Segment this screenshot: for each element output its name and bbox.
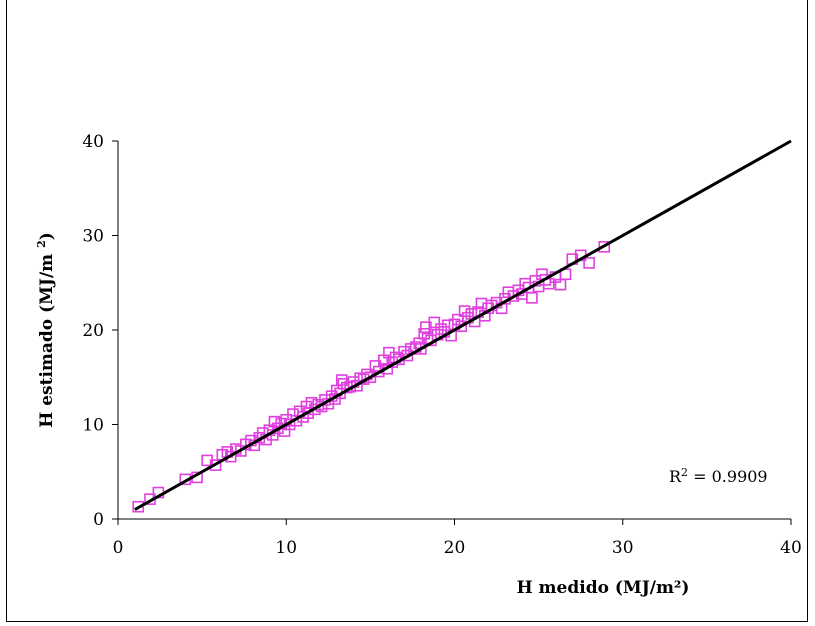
data-point: [526, 292, 538, 304]
y-tick-label: 10: [82, 416, 104, 436]
x-axis-title: H medido (MJ/m²): [517, 578, 690, 598]
x-tick-label: 20: [444, 538, 466, 558]
x-tick-label: 10: [275, 538, 297, 558]
plot-marks: [132, 139, 792, 513]
x-tick-label: 40: [780, 538, 802, 558]
trend-line: [134, 139, 792, 511]
data-point: [428, 316, 441, 329]
y-tick-label: 20: [82, 321, 104, 341]
tick-labels: 0 10 20 30 40 0 10 20 30 40: [82, 132, 801, 558]
data-point: [598, 241, 611, 253]
data-point: [268, 415, 281, 428]
r-squared-value: = 0.9909: [688, 467, 768, 486]
y-axis-title-sup: 2: [35, 240, 48, 248]
data-point: [132, 500, 144, 513]
r-squared-prefix: R: [669, 467, 682, 486]
x-tick-label: 30: [612, 538, 634, 558]
r-squared-sup: 2: [681, 466, 688, 479]
data-point: [372, 365, 385, 378]
data-point: [583, 257, 595, 269]
scatter-chart: 0 10 20 30 40 0 10 20 30 40 H medido (MJ/m²) H es…: [35, 132, 802, 598]
y-axis-title-main: H estimado (MJ/m: [37, 248, 57, 428]
x-tick-label: 0: [113, 538, 124, 558]
data-point: [458, 305, 471, 317]
data-point: [455, 320, 468, 333]
r-squared-label: R2 = 0.9909: [669, 466, 768, 486]
data-point: [209, 459, 222, 471]
axes: [112, 140, 792, 525]
y-tick-label: 40: [82, 132, 104, 152]
data-point: [415, 343, 427, 355]
data-point: [435, 323, 447, 335]
y-tick-label: 30: [82, 227, 104, 247]
data-point: [351, 379, 363, 392]
y-axis-title-end: ): [37, 232, 57, 240]
y-tick-label: 0: [93, 510, 104, 530]
data-point: [401, 349, 414, 362]
y-axis-title: H estimado (MJ/m 2): [35, 232, 57, 428]
chart-frame: 0 10 20 30 40 0 10 20 30 40 H medido (MJ/m²) H es…: [6, 0, 808, 622]
